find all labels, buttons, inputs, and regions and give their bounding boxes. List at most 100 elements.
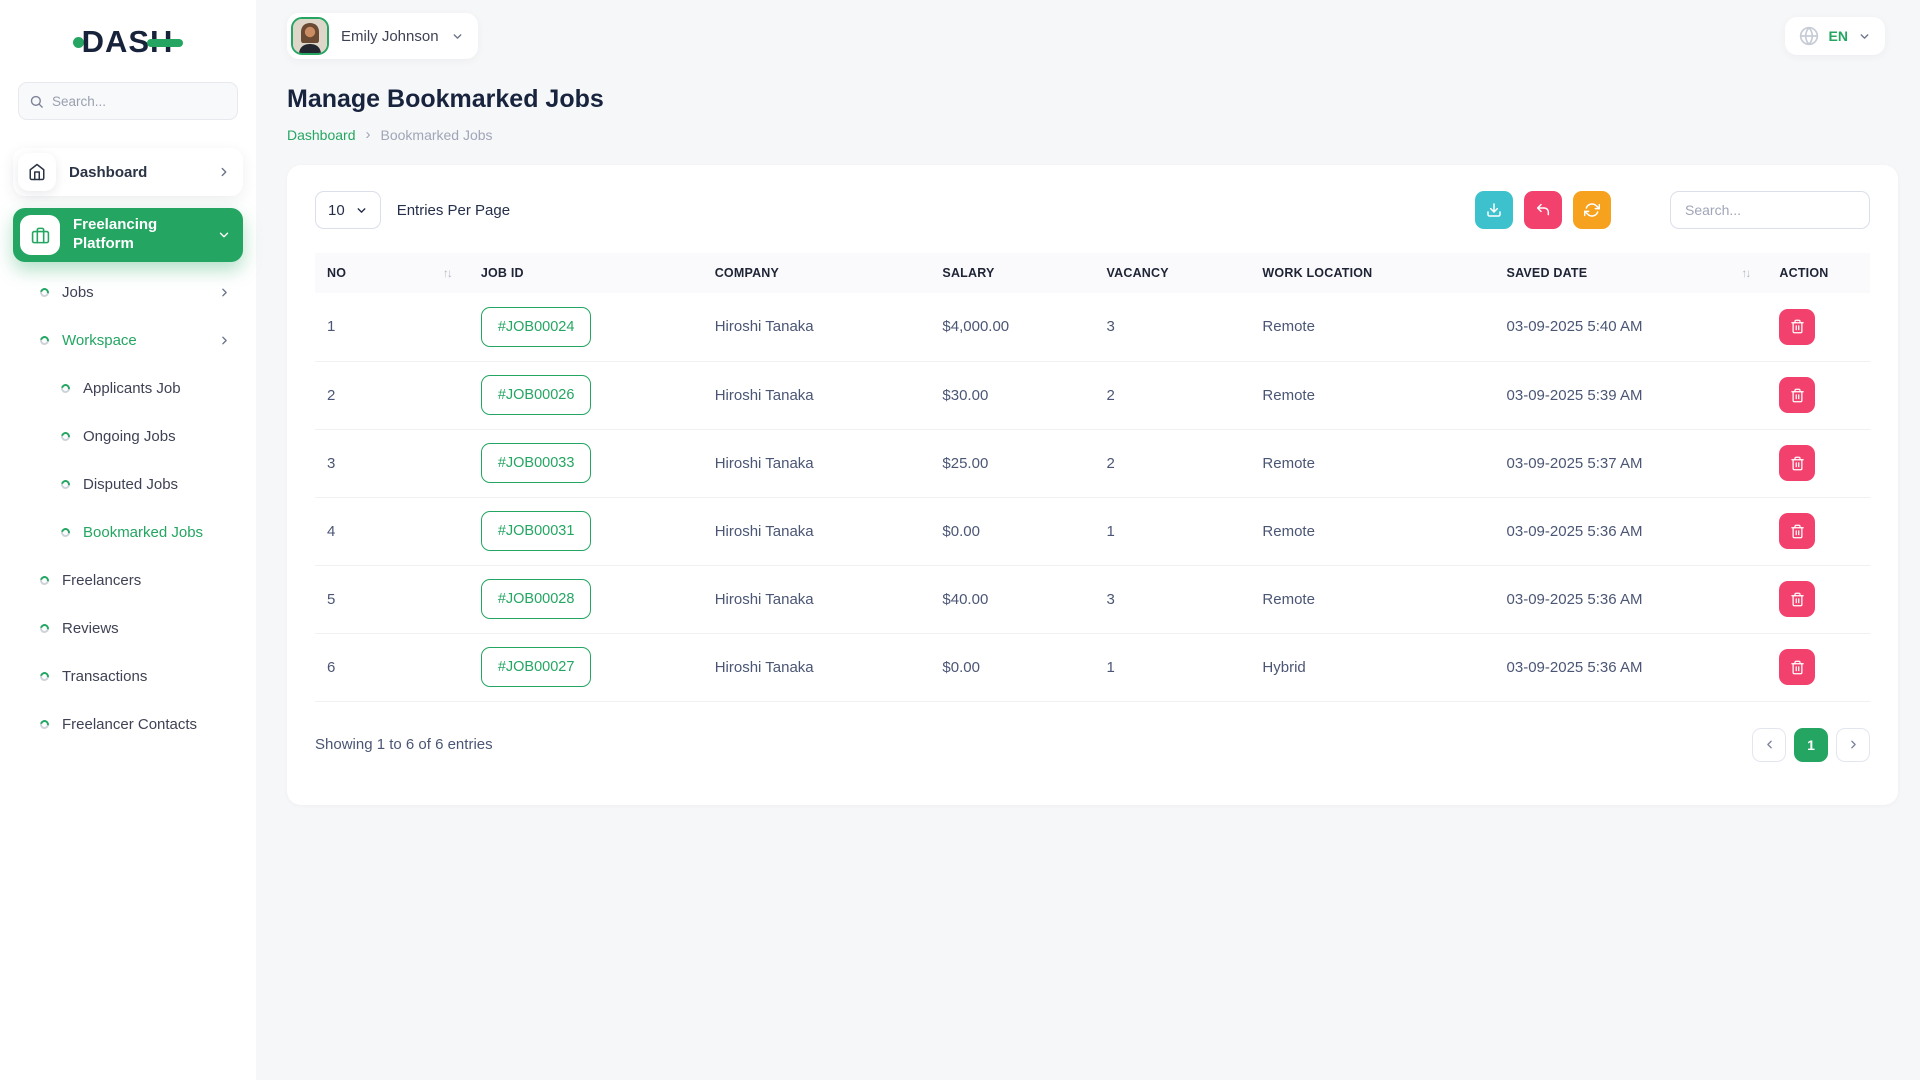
column-header-no[interactable]: NO ↑↓ <box>315 253 469 293</box>
sidebar-item-workspace[interactable]: Workspace <box>13 316 243 364</box>
cell-no: 4 <box>315 497 469 566</box>
sidebar-item-label: Ongoing Jobs <box>83 427 176 445</box>
table-row: 2 #JOB00026 Hiroshi Tanaka $30.00 2 Remo… <box>315 361 1870 430</box>
sidebar-item-dashboard[interactable]: Dashboard <box>13 148 243 196</box>
cell-work-location: Hybrid <box>1250 633 1495 702</box>
bullet-icon <box>59 381 72 395</box>
chevron-right-icon <box>217 165 231 179</box>
sidebar-item-transactions[interactable]: Transactions <box>13 652 243 700</box>
sidebar-item-label: Freelancing Platform <box>73 216 158 252</box>
cell-no: 5 <box>315 565 469 634</box>
job-id-badge[interactable]: #JOB00027 <box>480 647 592 687</box>
briefcase-icon <box>20 215 60 255</box>
refresh-button[interactable] <box>1573 191 1611 229</box>
undo-icon <box>1536 203 1550 216</box>
main-content: Emily Johnson EN Manage Bookmarked Jobs … <box>256 0 1920 1080</box>
delete-button[interactable] <box>1779 649 1816 685</box>
trash-icon <box>1791 388 1804 402</box>
sidebar-item-label: Freelancer Contacts <box>62 715 198 733</box>
trash-icon <box>1791 456 1804 470</box>
cell-action <box>1767 293 1870 362</box>
table-footer: Showing 1 to 6 of 6 entries 1 <box>315 727 1870 762</box>
export-button[interactable] <box>1475 191 1513 229</box>
cell-salary: $4,000.00 <box>930 293 1095 362</box>
sidebar-item-freelancers[interactable]: Freelancers <box>13 556 243 604</box>
cell-work-location: Remote <box>1250 497 1495 566</box>
cell-no: 6 <box>315 633 469 702</box>
breadcrumb-current: Bookmarked Jobs <box>380 126 493 143</box>
cell-vacancy: 3 <box>1094 565 1251 634</box>
cell-saved-date: 03-09-2025 5:40 AM <box>1494 293 1768 362</box>
language-selector[interactable]: EN <box>1784 17 1885 55</box>
sidebar-search-input[interactable] <box>52 93 227 109</box>
sidebar-item-freelancing-platform[interactable]: Freelancing Platform <box>13 208 243 262</box>
delete-button[interactable] <box>1779 377 1816 413</box>
cell-no: 2 <box>315 361 469 430</box>
sidebar-item-label: Applicants Job <box>83 379 181 397</box>
bullet-icon <box>38 621 51 635</box>
sidebar-search <box>18 82 238 120</box>
delete-button[interactable] <box>1779 308 1816 345</box>
chevron-right-icon <box>218 334 231 347</box>
globe-icon <box>1799 26 1819 46</box>
undo-button[interactable] <box>1524 191 1562 229</box>
cell-vacancy: 2 <box>1094 361 1251 430</box>
bullet-icon <box>38 573 51 587</box>
showing-entries-text: Showing 1 to 6 of 6 entries <box>315 736 493 753</box>
table-search-input[interactable] <box>1670 191 1870 229</box>
cell-company: Hiroshi Tanaka <box>702 429 931 498</box>
chevron-down-icon <box>451 30 464 43</box>
sidebar-item-disputed-jobs[interactable]: Disputed Jobs <box>13 460 243 508</box>
column-header-company: COMPANY <box>714 266 780 280</box>
column-header-vacancy: VACANCY <box>1106 266 1169 280</box>
sidebar-item-jobs[interactable]: Jobs <box>13 268 243 316</box>
sidebar-item-label: Jobs <box>62 283 94 301</box>
chevron-down-icon <box>355 204 368 217</box>
breadcrumb-dashboard-link[interactable]: Dashboard <box>287 126 356 143</box>
prev-page-button[interactable] <box>1752 727 1786 762</box>
sidebar-item-label: Transactions <box>62 667 148 685</box>
sidebar-item-bookmarked-jobs[interactable]: Bookmarked Jobs <box>13 508 243 556</box>
column-header-saved-date[interactable]: SAVED DATE ↑↓ <box>1495 253 1768 293</box>
cell-company: Hiroshi Tanaka <box>702 361 931 430</box>
pagination: 1 <box>1752 727 1870 762</box>
avatar <box>291 17 329 55</box>
download-icon <box>1487 203 1501 217</box>
cell-job-id: #JOB00033 <box>468 429 703 498</box>
cell-vacancy: 1 <box>1094 497 1251 566</box>
sidebar-item-ongoing-jobs[interactable]: Ongoing Jobs <box>13 412 243 460</box>
cell-saved-date: 03-09-2025 5:36 AM <box>1494 497 1768 566</box>
brand-logo: DASH <box>0 0 256 60</box>
page-number-button[interactable]: 1 <box>1794 727 1828 762</box>
job-id-badge[interactable]: #JOB00026 <box>480 375 592 415</box>
job-id-badge[interactable]: #JOB00033 <box>480 443 592 483</box>
bookmarked-jobs-table: NO ↑↓ JOB ID COMPANY SALARY VACANCY WORK … <box>315 253 1870 702</box>
cell-action <box>1767 565 1870 634</box>
entries-per-page-select[interactable]: 10 <box>315 191 381 229</box>
user-menu[interactable]: Emily Johnson <box>287 13 478 59</box>
delete-button[interactable] <box>1779 445 1816 481</box>
sidebar-item-label: Disputed Jobs <box>83 475 179 493</box>
job-id-badge[interactable]: #JOB00031 <box>480 511 592 551</box>
bookmarked-jobs-card: 10 Entries Per Page <box>287 165 1898 805</box>
cell-salary: $0.00 <box>930 633 1095 702</box>
page-title: Manage Bookmarked Jobs <box>287 85 604 113</box>
sidebar-item-applicants-job[interactable]: Applicants Job <box>13 364 243 412</box>
cell-action <box>1767 497 1870 566</box>
next-page-button[interactable] <box>1836 727 1870 762</box>
cell-saved-date: 03-09-2025 5:39 AM <box>1494 361 1768 430</box>
column-header-salary: SALARY <box>942 266 995 280</box>
sidebar-sublist: Jobs Workspace Applicants Job Ongoing Jo… <box>13 268 243 748</box>
trash-icon <box>1791 660 1804 674</box>
language-code: EN <box>1828 28 1848 44</box>
delete-button[interactable] <box>1779 513 1816 549</box>
sidebar-item-freelancer-contacts[interactable]: Freelancer Contacts <box>13 700 243 748</box>
refresh-icon <box>1584 203 1600 217</box>
cell-action <box>1767 429 1870 498</box>
delete-button[interactable] <box>1779 581 1816 617</box>
cell-company: Hiroshi Tanaka <box>702 633 931 702</box>
bullet-icon <box>59 429 72 443</box>
job-id-badge[interactable]: #JOB00024 <box>480 306 592 347</box>
job-id-badge[interactable]: #JOB00028 <box>480 579 592 619</box>
sidebar-item-reviews[interactable]: Reviews <box>13 604 243 652</box>
